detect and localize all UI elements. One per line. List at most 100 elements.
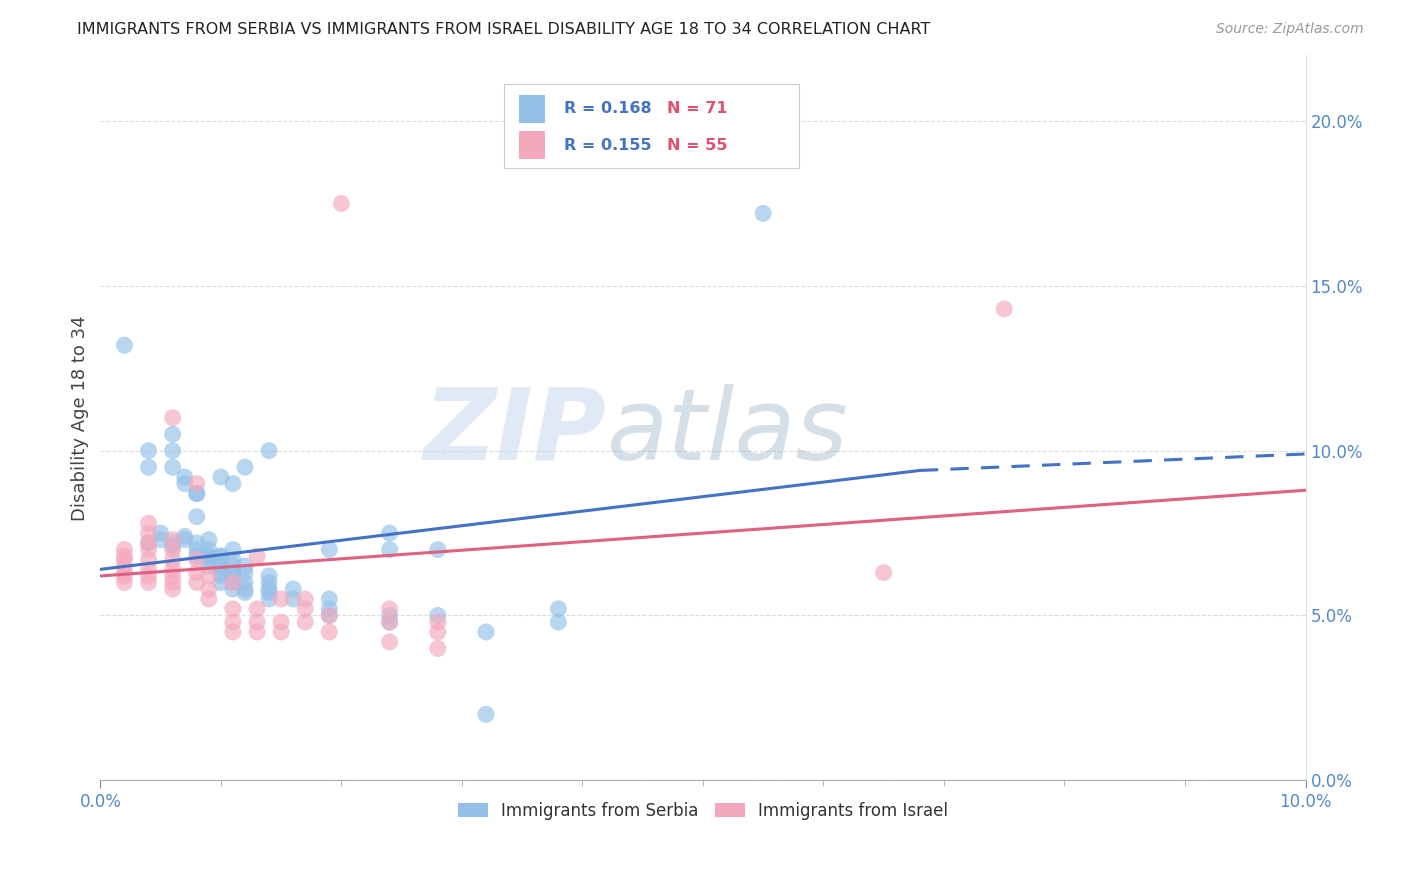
Point xyxy=(114,552,136,566)
Point xyxy=(162,410,184,425)
Point xyxy=(114,338,136,352)
Point xyxy=(186,476,208,491)
Point xyxy=(246,549,269,563)
Point xyxy=(378,526,401,541)
Point xyxy=(162,562,184,576)
Point xyxy=(138,575,160,590)
Point xyxy=(426,608,449,623)
Point xyxy=(162,539,184,553)
Point xyxy=(318,592,340,607)
Point xyxy=(426,624,449,639)
Point xyxy=(162,443,184,458)
Point xyxy=(257,582,280,596)
Point xyxy=(318,624,340,639)
Point xyxy=(475,624,498,639)
Point xyxy=(209,549,232,563)
Point xyxy=(198,559,221,574)
Point xyxy=(993,301,1015,316)
Text: R = 0.155: R = 0.155 xyxy=(564,137,652,153)
Legend: Immigrants from Serbia, Immigrants from Israel: Immigrants from Serbia, Immigrants from … xyxy=(451,795,955,826)
Point xyxy=(209,559,232,574)
FancyBboxPatch shape xyxy=(505,84,800,168)
Point xyxy=(294,602,316,616)
Point xyxy=(233,559,256,574)
Point xyxy=(198,592,221,607)
Text: atlas: atlas xyxy=(606,384,848,481)
Point xyxy=(257,569,280,583)
Point xyxy=(162,460,184,475)
Point xyxy=(222,569,245,583)
Point xyxy=(114,575,136,590)
Point xyxy=(198,552,221,566)
Point xyxy=(283,592,305,607)
Point xyxy=(198,582,221,596)
Point xyxy=(209,470,232,484)
Point xyxy=(162,427,184,442)
Point xyxy=(198,569,221,583)
Point xyxy=(294,615,316,629)
Point xyxy=(318,608,340,623)
Point xyxy=(162,582,184,596)
Point xyxy=(222,624,245,639)
Point xyxy=(198,549,221,563)
Point xyxy=(378,615,401,629)
Point xyxy=(294,592,316,607)
Point xyxy=(222,542,245,557)
Point xyxy=(426,615,449,629)
Point xyxy=(378,542,401,557)
Point xyxy=(138,542,160,557)
Point xyxy=(186,575,208,590)
Point xyxy=(222,559,245,574)
Point xyxy=(186,536,208,550)
Point xyxy=(222,575,245,590)
Point xyxy=(222,566,245,580)
Point xyxy=(318,542,340,557)
Text: R = 0.168: R = 0.168 xyxy=(564,102,652,116)
Point xyxy=(222,552,245,566)
Point xyxy=(198,549,221,563)
Text: ZIP: ZIP xyxy=(423,384,606,481)
Point xyxy=(114,549,136,563)
Point xyxy=(270,592,292,607)
Point xyxy=(547,615,569,629)
Point xyxy=(138,460,160,475)
Point xyxy=(426,542,449,557)
Point xyxy=(257,443,280,458)
Point xyxy=(138,562,160,576)
Point xyxy=(186,566,208,580)
Point xyxy=(186,486,208,500)
Point xyxy=(270,624,292,639)
Point xyxy=(222,476,245,491)
Point xyxy=(138,552,160,566)
Point xyxy=(257,575,280,590)
Point xyxy=(149,533,172,547)
Point xyxy=(149,526,172,541)
Point xyxy=(138,443,160,458)
Point xyxy=(752,206,775,220)
Point xyxy=(378,602,401,616)
Point xyxy=(186,549,208,563)
Point xyxy=(475,707,498,722)
Point xyxy=(547,602,569,616)
Point xyxy=(114,542,136,557)
Point xyxy=(138,536,160,550)
Point xyxy=(378,635,401,649)
Point xyxy=(162,533,184,547)
Point xyxy=(233,575,256,590)
Point xyxy=(246,615,269,629)
Point xyxy=(114,569,136,583)
Point xyxy=(162,542,184,557)
Point xyxy=(318,608,340,623)
Point xyxy=(257,592,280,607)
Point xyxy=(186,542,208,557)
Point xyxy=(162,536,184,550)
Point xyxy=(233,582,256,596)
Text: IMMIGRANTS FROM SERBIA VS IMMIGRANTS FROM ISRAEL DISABILITY AGE 18 TO 34 CORRELA: IMMIGRANTS FROM SERBIA VS IMMIGRANTS FRO… xyxy=(77,22,931,37)
Point xyxy=(222,582,245,596)
FancyBboxPatch shape xyxy=(519,131,546,159)
Point xyxy=(426,641,449,656)
Point xyxy=(318,602,340,616)
Point xyxy=(138,526,160,541)
Y-axis label: Disability Age 18 to 34: Disability Age 18 to 34 xyxy=(72,315,89,521)
Point xyxy=(209,566,232,580)
